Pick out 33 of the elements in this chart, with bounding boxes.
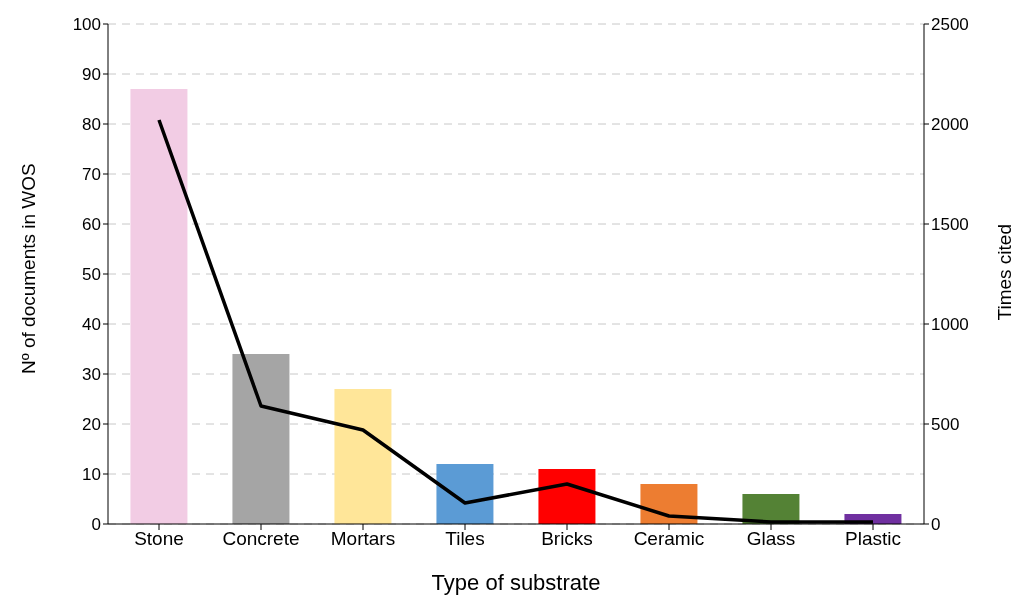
x-axis-title: Type of substrate xyxy=(431,570,601,595)
bar xyxy=(130,89,188,524)
x-tick-label: Plastic xyxy=(845,528,901,550)
y-tick-label: 70 xyxy=(82,165,101,185)
bar xyxy=(232,354,290,524)
y-tick-label: 50 xyxy=(82,265,101,285)
y-tick-label: 20 xyxy=(82,415,101,435)
y-axis-title: Nº of documents in WOS xyxy=(17,163,39,374)
y-tick-label: 40 xyxy=(82,315,101,335)
y2-tick-label: 500 xyxy=(931,415,960,435)
y2-tick-label: 1000 xyxy=(931,315,969,335)
y-tick-label: 60 xyxy=(82,215,101,235)
bar xyxy=(436,464,494,524)
y2-axis-title: Times cited xyxy=(993,224,1015,321)
y-tick-label: 80 xyxy=(82,115,101,135)
x-tick-label: Ceramic xyxy=(633,528,705,550)
y-tick-label: 0 xyxy=(91,515,101,535)
y-tick-label: 10 xyxy=(82,465,101,485)
y-tick-label: 90 xyxy=(82,65,101,85)
x-tick-label: Glass xyxy=(746,528,796,550)
y2-tick-label: 0 xyxy=(931,515,941,535)
y-tick-label: 30 xyxy=(82,365,101,385)
x-tick-label: Concrete xyxy=(222,528,300,550)
y2-tick-label: 1500 xyxy=(931,215,969,235)
x-tick-label: Tiles xyxy=(445,528,485,550)
x-tick-label: Bricks xyxy=(541,528,593,550)
bar xyxy=(334,389,392,524)
y2-tick-label: 2500 xyxy=(931,15,969,35)
bar xyxy=(538,469,596,524)
x-tick-label: Mortars xyxy=(330,528,396,550)
y-tick-label: 100 xyxy=(72,15,101,35)
x-tick-label: Stone xyxy=(134,528,184,550)
y2-tick-label: 2000 xyxy=(931,115,969,135)
